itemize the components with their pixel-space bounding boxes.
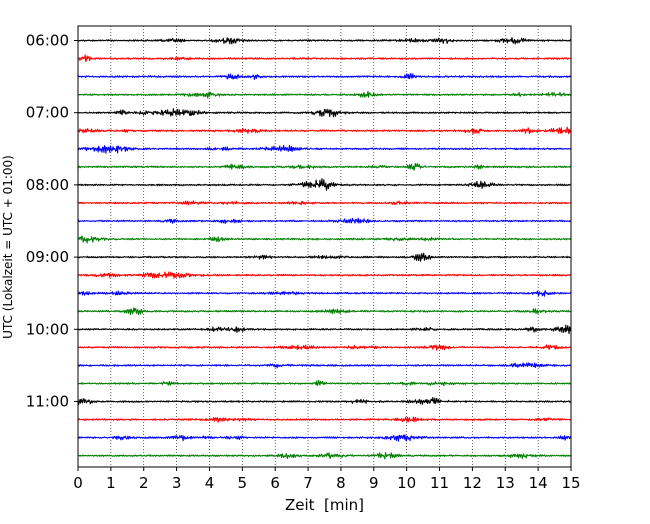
trace-0600 bbox=[77, 37, 572, 45]
y-tick-label: 06:00 bbox=[26, 32, 69, 50]
trace-0945 bbox=[77, 307, 572, 316]
trace-1100 bbox=[77, 396, 572, 406]
trace-0900 bbox=[77, 252, 572, 262]
trace-1000 bbox=[77, 324, 572, 335]
trace-0800 bbox=[77, 178, 572, 191]
x-tick-label: 0 bbox=[73, 474, 83, 492]
trace-0730 bbox=[77, 144, 572, 154]
y-axis: 06:00 07:00 08:00 09:00 10:00 11:00 bbox=[26, 32, 78, 411]
y-axis-label: UTC (Lokalzeit = UTC + 01:00) bbox=[1, 155, 15, 339]
y-tick-label: 10:00 bbox=[26, 320, 69, 338]
x-axis: 0 1 2 3 4 5 6 7 8 9 10 11 12 13 14 15 bbox=[73, 467, 581, 492]
trace-0745 bbox=[77, 163, 572, 171]
x-tick-label: 12 bbox=[463, 474, 482, 492]
trace-1030 bbox=[77, 362, 572, 369]
x-tick-label: 3 bbox=[172, 474, 182, 492]
trace-0700 bbox=[77, 108, 572, 118]
x-tick-label: 13 bbox=[496, 474, 515, 492]
x-tick-label: 10 bbox=[397, 474, 416, 492]
trace-0630 bbox=[77, 72, 572, 80]
x-tick-label: 9 bbox=[369, 474, 379, 492]
x-axis-label: Zeit [min] bbox=[285, 496, 364, 514]
trace-0930 bbox=[77, 290, 572, 297]
y-tick-label: 08:00 bbox=[26, 176, 69, 194]
trace-0645 bbox=[77, 90, 572, 99]
x-tick-label: 14 bbox=[529, 474, 548, 492]
x-tick-label: 11 bbox=[430, 474, 449, 492]
plot-frame bbox=[77, 25, 572, 468]
y-tick-label: 07:00 bbox=[26, 104, 69, 122]
y-tick-label: 11:00 bbox=[26, 393, 69, 411]
trace-0830 bbox=[77, 217, 572, 225]
trace-1145 bbox=[77, 452, 572, 460]
x-tick-label: 1 bbox=[106, 474, 116, 492]
trace-0715 bbox=[77, 126, 572, 135]
x-tick-label: 4 bbox=[205, 474, 215, 492]
trace-1115 bbox=[77, 416, 572, 423]
x-tick-label: 5 bbox=[238, 474, 248, 492]
trace-0845 bbox=[77, 235, 572, 244]
trace-0915 bbox=[77, 271, 572, 279]
trace-1045 bbox=[77, 379, 572, 387]
x-tick-label: 2 bbox=[139, 474, 149, 492]
trace-1130 bbox=[77, 434, 572, 442]
y-tick-label: 09:00 bbox=[26, 248, 69, 266]
x-tick-label: 8 bbox=[336, 474, 346, 492]
trace-1015 bbox=[77, 344, 572, 351]
x-tick-label: 7 bbox=[303, 474, 313, 492]
x-tick-label: 6 bbox=[270, 474, 280, 492]
trace-0615 bbox=[77, 54, 572, 63]
x-tick-label: 15 bbox=[561, 474, 580, 492]
trace-0815 bbox=[77, 200, 572, 206]
traces bbox=[77, 37, 572, 460]
